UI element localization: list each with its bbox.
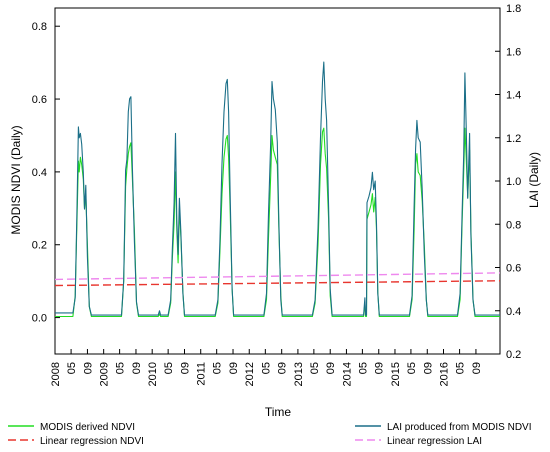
series-line-linear-regression-lai [54,272,501,281]
x-tick-label: 05 [357,362,369,374]
x-tick-label: 2010 [147,362,159,386]
y-right-tick-label: 0.6 [506,263,521,275]
legend-right-1-label: Linear regression LAI [387,436,482,447]
x-tick-label: 09 [325,362,337,374]
series-line-modis-derived-ndvi [55,127,500,318]
x-tick-label: 2013 [293,362,305,386]
x-tick-label: 2014 [341,362,353,386]
x-tick-label: 2008 [50,362,62,386]
x-tick-label: 09 [82,362,94,374]
legend-right-0-label: LAI produced from MODIS NDVI [387,422,532,433]
x-tick-label: 05 [66,362,78,374]
legend-left-0-label: MODIS derived NDVI [40,422,135,433]
y-left-tick-label: 0.2 [32,240,47,252]
x-tick-label: 2011 [196,362,208,386]
x-tick-label: 05 [309,362,321,374]
y-right-tick-label: 1.8 [506,3,521,15]
y-left-tick-label: 0.4 [32,167,47,179]
x-tick-label: 09 [228,362,240,374]
legend-left-1-label: Linear regression NDVI [40,436,144,447]
x-tick-label: 09 [277,362,289,374]
y-right-tick-label: 1.2 [506,133,521,145]
x-tick-label: 09 [131,362,143,374]
y-right-tick-label: 0.4 [506,306,521,318]
series-line-lai-produced-from-modis-ndvi [55,61,500,316]
x-tick-label: 2012 [244,362,256,386]
chart-series [54,61,501,318]
x-tick-label: 05 [212,362,224,374]
chart-axes [54,7,501,355]
x-axis-title: Time [265,405,292,419]
x-tick-label: 09 [179,362,191,374]
y-right-tick-label: 1.4 [506,90,521,102]
x-tick-label: 09 [422,362,434,374]
chart-legend: MODIS derived NDVI Linear regression NDVI… [8,422,532,447]
y-left-tick-label: 0.0 [32,313,47,325]
y-left-tick-label: 0.8 [32,21,47,33]
x-tick-label: 09 [374,362,386,374]
x-tick-label: 2015 [390,362,402,386]
x-tick-label: 05 [115,362,127,374]
series-line-linear-regression-ndvi [54,280,501,287]
y-axis-right-title: LAI (Daily) [527,152,541,208]
x-tick-label: 05 [406,362,418,374]
y-right-tick-label: 1.0 [506,176,521,188]
x-tick-label: 2016 [438,362,450,386]
y-right-tick-label: 0.8 [506,219,521,231]
x-tick-label: 09 [471,362,483,374]
x-tick-label: 05 [260,362,272,374]
y-axis-left-title: MODIS NDVI (Daily) [9,125,23,234]
chart-tick-labels: 0.0 0.2 0.4 0.6 0.8 0.2 0.4 0.6 0.8 1.0 1.2 1.4 1.6 1… [32,3,522,386]
x-tick-label: 05 [455,362,467,374]
y-right-tick-label: 0.2 [506,349,521,361]
x-tick-label: 2009 [99,362,111,386]
y-right-tick-label: 1.6 [506,46,521,58]
y-left-tick-label: 0.6 [32,94,47,106]
x-tick-label: 05 [163,362,175,374]
